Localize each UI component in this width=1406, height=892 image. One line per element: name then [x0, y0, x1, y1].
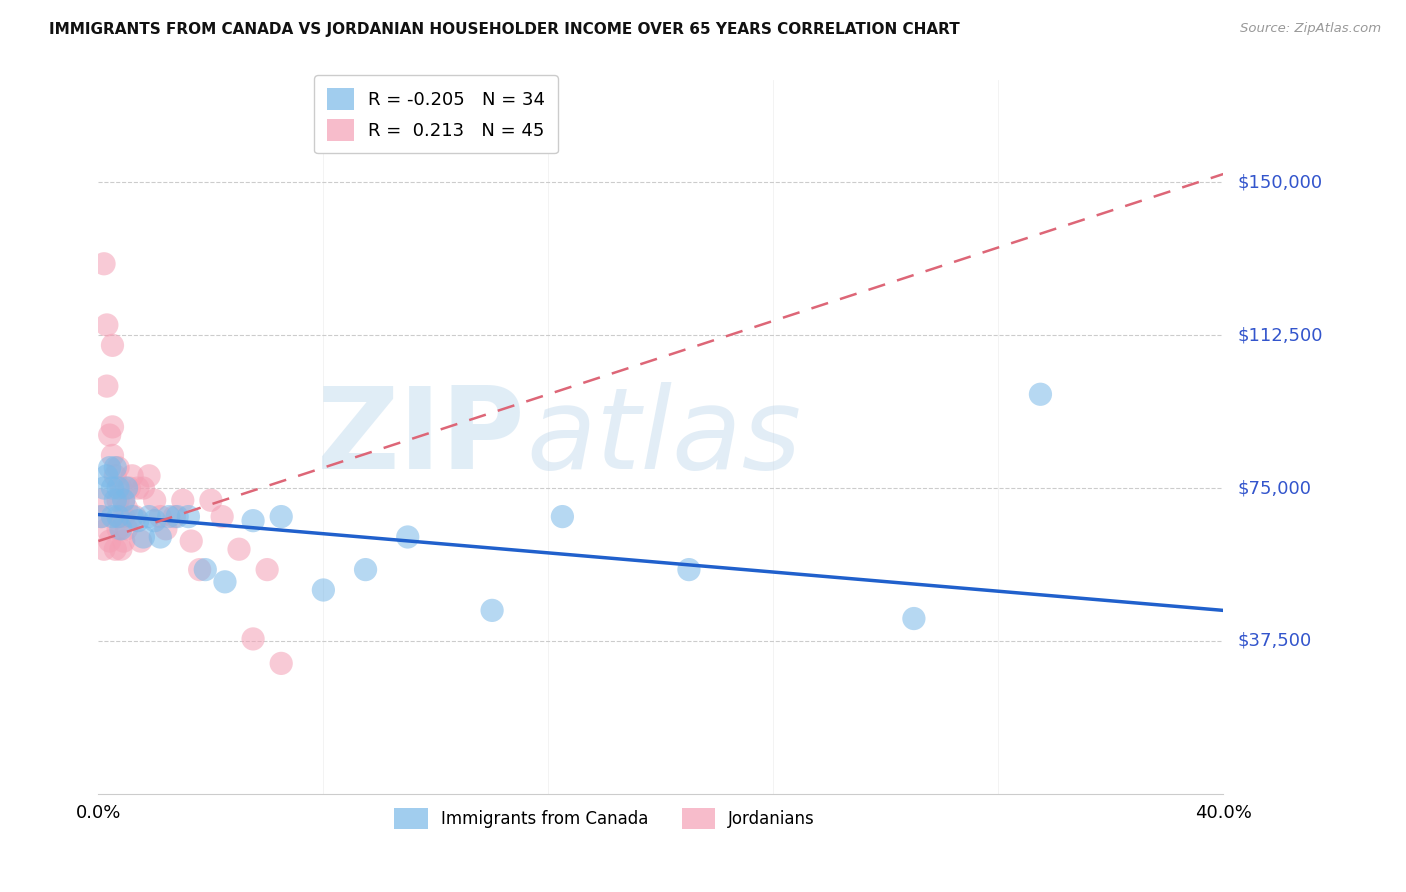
Point — [163, 509, 186, 524]
Point — [177, 509, 200, 524]
Point — [242, 632, 264, 646]
Point — [256, 563, 278, 577]
Point — [110, 509, 132, 524]
Point — [101, 481, 124, 495]
Point — [678, 563, 700, 577]
Point — [112, 509, 135, 524]
Point — [112, 534, 135, 549]
Point — [96, 468, 118, 483]
Point — [228, 542, 250, 557]
Point — [107, 460, 129, 475]
Point — [127, 481, 149, 495]
Point — [107, 509, 129, 524]
Point — [107, 481, 129, 495]
Point — [93, 257, 115, 271]
Point — [98, 460, 121, 475]
Point — [115, 481, 138, 495]
Point — [127, 514, 149, 528]
Text: ZIP: ZIP — [318, 382, 526, 492]
Point — [312, 582, 335, 597]
Point — [115, 501, 138, 516]
Point — [101, 449, 124, 463]
Point — [1029, 387, 1052, 401]
Point — [93, 542, 115, 557]
Text: IMMIGRANTS FROM CANADA VS JORDANIAN HOUSEHOLDER INCOME OVER 65 YEARS CORRELATION: IMMIGRANTS FROM CANADA VS JORDANIAN HOUS… — [49, 22, 960, 37]
Point — [112, 493, 135, 508]
Point — [90, 509, 112, 524]
Point — [96, 379, 118, 393]
Point — [214, 574, 236, 589]
Text: $75,000: $75,000 — [1237, 479, 1312, 497]
Legend: Immigrants from Canada, Jordanians: Immigrants from Canada, Jordanians — [388, 802, 821, 836]
Point — [270, 509, 292, 524]
Point — [132, 481, 155, 495]
Point — [211, 509, 233, 524]
Point — [143, 514, 166, 528]
Point — [110, 522, 132, 536]
Point — [107, 493, 129, 508]
Point — [115, 522, 138, 536]
Point — [149, 530, 172, 544]
Point — [110, 542, 132, 557]
Point — [194, 563, 217, 577]
Point — [101, 509, 124, 524]
Point — [551, 509, 574, 524]
Point — [155, 522, 177, 536]
Text: $37,500: $37,500 — [1237, 632, 1312, 650]
Point — [96, 318, 118, 332]
Point — [138, 509, 160, 524]
Point — [188, 563, 211, 577]
Point — [104, 493, 127, 508]
Point — [172, 493, 194, 508]
Point — [129, 534, 152, 549]
Point — [481, 603, 503, 617]
Point — [180, 534, 202, 549]
Text: $150,000: $150,000 — [1237, 173, 1322, 191]
Text: Source: ZipAtlas.com: Source: ZipAtlas.com — [1240, 22, 1381, 36]
Point — [903, 611, 925, 625]
Point — [104, 460, 127, 475]
Point — [132, 530, 155, 544]
Point — [124, 509, 146, 524]
Point — [101, 338, 124, 352]
Point — [242, 514, 264, 528]
Point — [270, 657, 292, 671]
Point — [107, 522, 129, 536]
Point — [98, 534, 121, 549]
Point — [104, 468, 127, 483]
Point — [143, 493, 166, 508]
Point — [98, 428, 121, 442]
Point — [118, 481, 141, 495]
Point — [90, 493, 112, 508]
Point — [112, 493, 135, 508]
Point — [104, 542, 127, 557]
Point — [157, 509, 180, 524]
Point — [396, 530, 419, 544]
Point — [90, 509, 112, 524]
Text: atlas: atlas — [526, 382, 801, 492]
Point — [166, 509, 188, 524]
Point — [93, 481, 115, 495]
Point — [110, 481, 132, 495]
Point — [354, 563, 377, 577]
Point — [96, 522, 118, 536]
Point — [200, 493, 222, 508]
Point — [101, 420, 124, 434]
Text: $112,500: $112,500 — [1237, 326, 1323, 344]
Point — [138, 468, 160, 483]
Point — [149, 509, 172, 524]
Point — [121, 509, 143, 524]
Point — [121, 468, 143, 483]
